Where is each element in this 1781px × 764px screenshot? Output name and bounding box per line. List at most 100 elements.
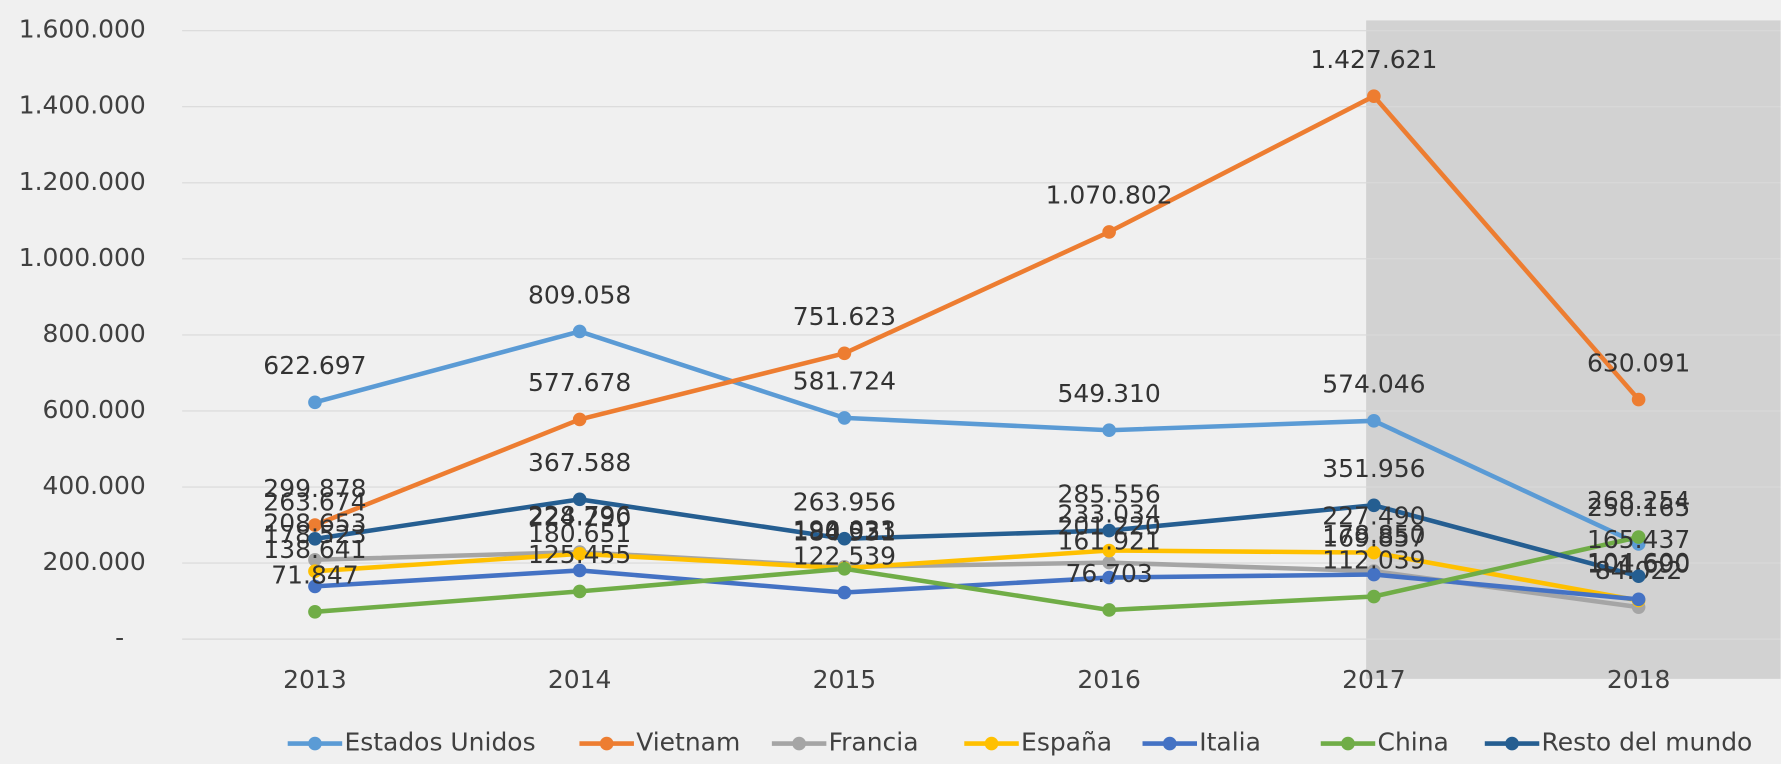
data-point [1367, 414, 1381, 428]
data-label: 180.651 [528, 519, 631, 548]
data-point [1631, 592, 1646, 607]
data-point [1102, 225, 1116, 239]
data-point [308, 604, 322, 619]
data-point [572, 324, 587, 339]
data-label: 577.678 [528, 368, 631, 397]
data-label: 622.697 [263, 351, 366, 380]
data-point [1102, 603, 1116, 617]
data-point [1102, 523, 1116, 538]
data-point [1102, 423, 1116, 438]
data-label: 351.956 [1322, 454, 1425, 483]
data-point [1631, 530, 1646, 544]
series-line [314, 497, 1640, 579]
data-point [308, 579, 322, 594]
data-point [1367, 567, 1381, 582]
data-label: 165.437 [1587, 525, 1690, 554]
data-point [572, 563, 587, 578]
y-tick-label: - [115, 623, 124, 652]
data-label: 112.039 [1322, 545, 1425, 574]
data-label: 169.857 [1322, 523, 1425, 552]
data-point [308, 518, 322, 532]
legend-label: Resto del mundo [1542, 728, 1753, 757]
legend-label: España [1021, 728, 1112, 757]
y-tick-label: 600.000 [43, 395, 146, 424]
data-point [308, 395, 322, 410]
data-label: 233.034 [1058, 499, 1161, 528]
legend-marker [599, 736, 614, 751]
legend-marker [984, 736, 999, 751]
series-line [314, 568, 1639, 602]
x-tick-label: 2014 [548, 665, 612, 694]
data-point [308, 564, 322, 579]
data-point [572, 492, 587, 507]
data-label: 549.310 [1058, 379, 1161, 408]
data-point [1102, 570, 1116, 585]
series-line [314, 548, 1640, 603]
legend-marker [1162, 736, 1177, 751]
legend-label: Estados Unidos [344, 728, 535, 757]
data-label: 367.588 [528, 448, 631, 477]
highlight-band [1366, 20, 1781, 679]
data-label: 263.956 [793, 488, 896, 517]
y-tick-label: 1.400.000 [19, 91, 146, 120]
legend-marker [792, 736, 806, 751]
data-label: 581.724 [793, 367, 896, 396]
data-point [308, 532, 322, 546]
data-label: 630.091 [1587, 348, 1690, 377]
data-point [1367, 589, 1381, 604]
series-line [314, 329, 1640, 547]
y-tick-label: 800.000 [43, 319, 146, 348]
data-point [1102, 555, 1116, 570]
x-tick-label: 2017 [1342, 665, 1406, 694]
data-label: 125.455 [528, 540, 631, 569]
data-label: 574.046 [1322, 370, 1425, 399]
data-label: 299.878 [263, 474, 366, 503]
data-label: 224.290 [528, 503, 631, 532]
data-point [1367, 89, 1381, 104]
data-point [1367, 498, 1381, 513]
legend-label: Italia [1199, 728, 1261, 757]
data-label: 1.427.621 [1310, 45, 1437, 74]
data-point [1367, 545, 1381, 560]
data-label: 71.847 [271, 561, 358, 590]
data-point [837, 346, 852, 361]
data-label: 268.254 [1587, 486, 1690, 515]
data-label: 751.623 [793, 302, 896, 331]
y-tick-label: 1.600.000 [19, 15, 146, 44]
data-point [837, 531, 852, 546]
legend-marker [308, 736, 322, 751]
x-tick-label: 2013 [283, 665, 347, 694]
legend-label: Vietnam [636, 728, 740, 757]
y-tick-label: 1.200.000 [19, 167, 146, 196]
data-point [837, 585, 852, 600]
data-label: 76.703 [1065, 559, 1152, 588]
series-line [314, 534, 1640, 615]
data-label: 178.850 [1322, 520, 1425, 549]
series-line [314, 93, 1641, 528]
legend-marker [1341, 736, 1355, 751]
data-point [837, 561, 852, 576]
data-point [1631, 392, 1646, 407]
data-point [837, 411, 852, 425]
data-label: 1.070.802 [1046, 181, 1173, 210]
y-tick-label: 1.000.000 [19, 243, 146, 272]
data-label: 285.556 [1058, 479, 1161, 508]
data-point [572, 584, 587, 599]
data-label: 263.674 [263, 488, 366, 517]
legend-marker [1505, 736, 1519, 751]
data-label: 250.165 [1587, 493, 1690, 522]
data-label: 809.058 [528, 280, 631, 309]
data-point [1631, 569, 1646, 584]
data-point [572, 547, 587, 561]
x-tick-label: 2018 [1607, 665, 1671, 694]
data-point [308, 552, 322, 567]
legend-label: China [1378, 728, 1449, 757]
legend-label: Francia [829, 728, 919, 757]
data-point [572, 412, 587, 427]
data-point [1102, 543, 1116, 558]
x-tick-label: 2015 [813, 665, 877, 694]
y-tick-label: 200.000 [43, 547, 146, 576]
x-tick-label: 2016 [1077, 665, 1141, 694]
